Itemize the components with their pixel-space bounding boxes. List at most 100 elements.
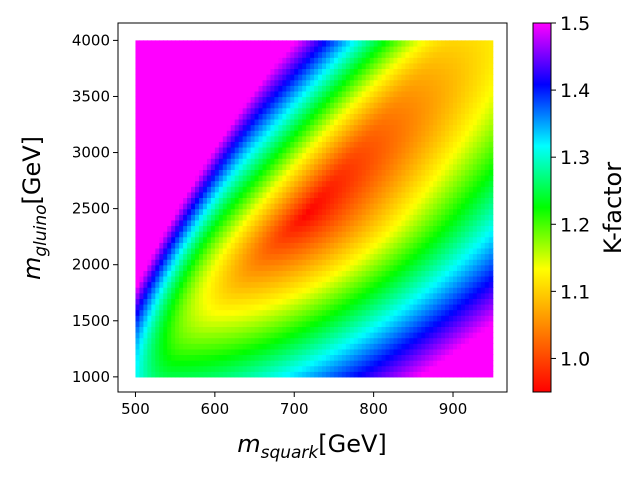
heatmap-cell <box>429 343 434 350</box>
heatmap-cell <box>417 169 422 176</box>
heatmap-cell <box>187 107 192 114</box>
heatmap-cell <box>183 169 188 176</box>
heatmap-cell <box>433 146 438 154</box>
heatmap-cell <box>202 163 208 170</box>
heatmap-cell <box>210 259 216 266</box>
heatmap-cell <box>230 371 236 378</box>
heatmap-cell <box>139 287 144 294</box>
heatmap-cell <box>286 242 291 249</box>
heatmap-cell <box>151 337 156 344</box>
heatmap-cell <box>421 79 426 86</box>
heatmap-cell <box>337 135 343 142</box>
heatmap-cell <box>318 371 323 378</box>
heatmap-cell <box>456 163 462 170</box>
heatmap-cell <box>155 315 160 322</box>
heatmap-cell <box>159 309 164 316</box>
heatmap-cell <box>246 174 252 182</box>
heatmap-cell <box>191 203 196 210</box>
heatmap-cell <box>413 174 418 182</box>
heatmap-cell <box>183 96 188 103</box>
heatmap-cell <box>238 214 244 221</box>
heatmap-cell <box>306 371 311 378</box>
heatmap-cell <box>453 343 458 350</box>
heatmap-cell <box>425 231 430 238</box>
heatmap-cell <box>429 253 434 260</box>
heatmap-cell <box>333 231 339 238</box>
heatmap-cell <box>456 253 462 260</box>
heatmap-cell <box>238 203 244 210</box>
heatmap-cell <box>238 90 244 98</box>
heatmap-cell <box>218 303 224 311</box>
heatmap-cell <box>147 219 152 227</box>
heatmap-cell <box>191 259 196 266</box>
heatmap-cell <box>222 135 228 142</box>
heatmap-cell <box>206 326 212 333</box>
heatmap-cell <box>365 270 371 277</box>
heatmap-cell <box>322 332 327 339</box>
heatmap-cell <box>337 191 343 199</box>
heatmap-cell <box>254 203 260 210</box>
heatmap-cell <box>143 242 148 249</box>
heatmap-cell <box>389 180 395 187</box>
heatmap-cell <box>282 174 287 182</box>
heatmap-cell <box>198 68 204 75</box>
heatmap-cell <box>401 303 406 311</box>
heatmap-cell <box>266 337 272 344</box>
heatmap-cell <box>405 231 410 238</box>
heatmap-cell <box>472 102 478 109</box>
heatmap-cell <box>472 107 478 114</box>
heatmap-cell <box>405 186 410 193</box>
heatmap-cell <box>290 225 295 232</box>
heatmap-cell <box>210 360 216 367</box>
heatmap-cell <box>179 264 184 271</box>
heatmap-cell <box>202 68 208 75</box>
heatmap-cell <box>464 242 470 249</box>
heatmap-cell <box>143 303 148 311</box>
heatmap-cell <box>468 85 474 92</box>
heatmap-cell <box>484 102 490 109</box>
heatmap-cell <box>453 203 458 210</box>
heatmap-cell <box>198 203 204 210</box>
heatmap-cell <box>278 253 283 260</box>
heatmap-cell <box>198 163 204 170</box>
heatmap-cell <box>159 303 164 311</box>
heatmap-cell <box>238 152 244 159</box>
heatmap-cell <box>314 96 319 103</box>
heatmap-cell <box>183 303 188 311</box>
heatmap-cell <box>286 315 291 322</box>
heatmap-cell <box>155 298 160 305</box>
heatmap-cell <box>298 68 303 75</box>
heatmap-cell <box>278 90 283 98</box>
heatmap-cell <box>258 124 264 131</box>
heatmap-cell <box>441 231 446 238</box>
heatmap-cell <box>322 152 327 159</box>
heatmap-cell <box>429 124 434 131</box>
heatmap-cell <box>453 264 458 271</box>
heatmap-cell <box>310 169 315 176</box>
heatmap-cell <box>421 354 426 361</box>
heatmap-cell <box>413 281 418 288</box>
heatmap-cell <box>298 152 303 159</box>
heatmap-cell <box>353 90 359 98</box>
heatmap-cell <box>488 287 494 294</box>
heatmap-cell <box>230 270 236 277</box>
heatmap-cell <box>206 191 212 199</box>
heatmap-cell <box>456 247 462 255</box>
heatmap-cell <box>456 135 462 142</box>
heatmap-cell <box>480 247 486 255</box>
heatmap-cell <box>222 253 228 260</box>
heatmap-cell <box>147 118 152 126</box>
heatmap-cell <box>437 332 442 339</box>
heatmap-cell <box>226 343 232 350</box>
heatmap-cell <box>341 219 347 227</box>
heatmap-cell <box>266 118 272 126</box>
heatmap-cell <box>278 343 283 350</box>
heatmap-cell <box>318 320 323 327</box>
heatmap-cell <box>179 96 184 103</box>
heatmap-cell <box>250 332 256 339</box>
heatmap-cell <box>373 96 379 103</box>
heatmap-cell <box>242 102 248 109</box>
heatmap-cell <box>171 326 176 333</box>
heatmap-cell <box>282 337 287 344</box>
heatmap-cell <box>341 231 347 238</box>
